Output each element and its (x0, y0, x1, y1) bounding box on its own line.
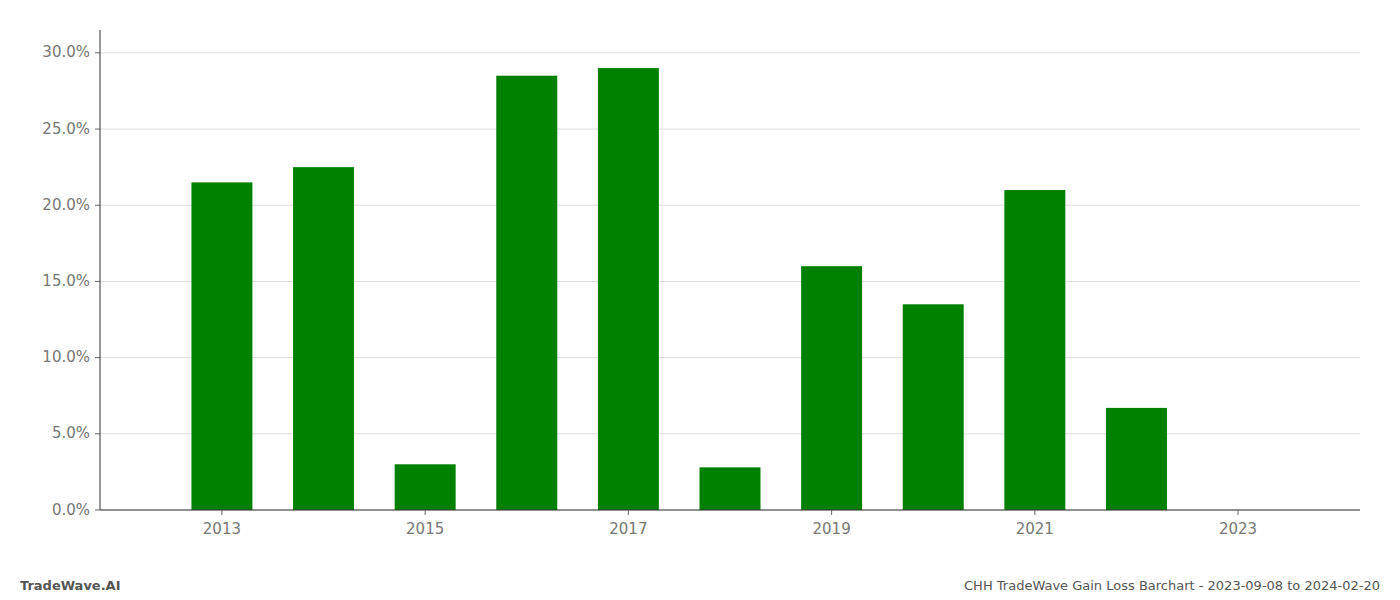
grid-line (100, 52, 1360, 53)
y-tick-label: 20.0% (42, 196, 90, 214)
bar (1106, 408, 1167, 510)
grid-line (100, 357, 1360, 358)
bar (598, 68, 659, 510)
y-tick-label: 25.0% (42, 120, 90, 138)
bar (191, 182, 252, 510)
bar (496, 76, 557, 510)
grid-line (100, 205, 1360, 206)
footer-left: TradeWave.AI (20, 578, 121, 593)
grid-line (100, 510, 1360, 511)
y-tick (95, 52, 100, 53)
x-tick-label: 2019 (813, 520, 851, 538)
x-axis: 2013 2015 2017 2019 2021 2023 (203, 510, 1257, 538)
bar (700, 467, 761, 510)
grid-line (100, 433, 1360, 434)
bar (801, 266, 862, 510)
x-tick (628, 510, 629, 515)
bars (191, 68, 1166, 510)
x-tick-label: 2015 (406, 520, 444, 538)
y-tick-label: 30.0% (42, 43, 90, 61)
grid (100, 53, 1360, 510)
y-tick (95, 129, 100, 130)
grid-line (100, 281, 1360, 282)
x-tick-label: 2013 (203, 520, 241, 538)
y-tick (95, 433, 100, 434)
y-tick-label: 10.0% (42, 348, 90, 366)
bar (293, 167, 354, 510)
chart-container: 0.0%5.0%10.0%15.0%20.0%25.0%30.0%2013201… (0, 0, 1400, 600)
bar (1004, 190, 1065, 510)
chart: 0.0%5.0%10.0%15.0%20.0%25.0%30.0%2013201… (0, 0, 1400, 600)
footer-right: CHH TradeWave Gain Loss Barchart - 2023-… (964, 578, 1380, 593)
y-tick-label: 15.0% (42, 272, 90, 290)
bar (395, 464, 456, 510)
y-tick-label: 0.0% (52, 501, 90, 519)
x-tick (1238, 510, 1239, 515)
x-tick (221, 510, 222, 515)
x-axis-line (100, 510, 1360, 511)
grid-line (100, 129, 1360, 130)
bar (903, 304, 964, 510)
y-tick (95, 205, 100, 206)
y-tick (95, 357, 100, 358)
x-tick-label: 2021 (1016, 520, 1054, 538)
y-axis-line (100, 30, 101, 510)
y-tick (95, 281, 100, 282)
y-axis: 0.0% 5.0% 10.0% 15.0% 20.0% 25.0% 30.0% (42, 43, 100, 518)
y-tick-label: 5.0% (52, 424, 90, 442)
x-tick (831, 510, 832, 515)
y-tick (95, 510, 100, 511)
x-tick (425, 510, 426, 515)
x-tick-label: 2017 (609, 520, 647, 538)
x-tick-label: 2023 (1219, 520, 1257, 538)
x-tick (1034, 510, 1035, 515)
